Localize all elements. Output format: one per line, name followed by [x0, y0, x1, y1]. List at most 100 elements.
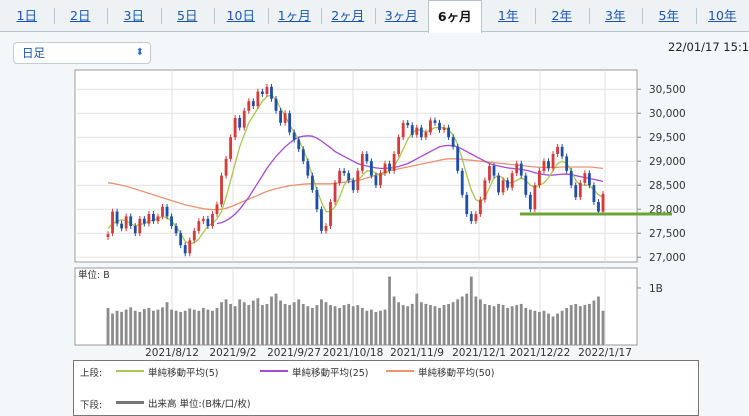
- tab-6ヶ月[interactable]: 6ヶ月: [428, 0, 482, 33]
- candle-body: [419, 127, 423, 138]
- legend-upper-label: 上段:: [80, 368, 103, 379]
- tab-3日[interactable]: 3日: [123, 8, 144, 23]
- tab-1ヶ月[interactable]: 1ヶ月: [277, 8, 311, 23]
- candle-body: [465, 194, 469, 214]
- candle-body: [515, 163, 519, 174]
- volume-bar: [142, 309, 146, 345]
- volume-bar: [578, 306, 582, 345]
- candle-body: [356, 170, 360, 190]
- candle-body: [206, 218, 210, 226]
- candle-body: [142, 218, 146, 224]
- tab-1年[interactable]: 1年: [498, 8, 519, 23]
- candle-body: [392, 154, 396, 171]
- candle-body: [342, 170, 346, 174]
- tab-separator: [588, 8, 590, 24]
- volume-tick-label: 1B: [649, 283, 663, 295]
- tab-3年[interactable]: 3年: [605, 8, 626, 23]
- x-axis-date-label: 2021/9/2: [209, 347, 256, 359]
- volume-bar: [410, 303, 414, 345]
- tab-2ヶ月[interactable]: 2ヶ月: [331, 8, 365, 23]
- candle-body: [270, 86, 273, 99]
- x-axis-date-label: 2022/1/17: [578, 347, 632, 359]
- candle-body: [260, 91, 264, 94]
- candle-body: [488, 166, 491, 181]
- volume-unit-label: 単位: B: [78, 269, 110, 281]
- x-axis-date-label: 2021/12/22: [510, 347, 571, 359]
- volume-bar: [315, 305, 319, 345]
- volume-bar: [556, 313, 559, 345]
- volume-bar: [488, 305, 491, 345]
- candle-body: [483, 180, 487, 200]
- candle-body: [188, 240, 192, 254]
- tab-separator: [535, 8, 536, 24]
- volume-bar: [497, 303, 500, 345]
- tab-2年[interactable]: 2年: [551, 8, 572, 23]
- tab-separator: [374, 8, 376, 24]
- volume-bar: [356, 305, 360, 345]
- volume-bar: [460, 296, 464, 345]
- candle-body: [120, 223, 124, 229]
- volume-bar: [406, 306, 410, 345]
- candle-body: [547, 161, 550, 169]
- legend-item-ma25: 単純移動平均(25): [292, 368, 369, 379]
- candle-body: [406, 122, 410, 126]
- candle-body: [542, 161, 546, 171]
- tab-3ヶ月[interactable]: 3ヶ月: [384, 8, 418, 23]
- x-axis-date-label: 2021/11/9: [390, 347, 444, 359]
- legend-line-ma25: [260, 370, 288, 372]
- candle-body: [519, 163, 523, 176]
- candle-body: [379, 173, 382, 186]
- tab-1日[interactable]: 1日: [16, 8, 37, 23]
- volume-bar: [310, 307, 314, 345]
- candle-body: [242, 110, 246, 128]
- tab-separator: [267, 8, 269, 24]
- volume-bar: [242, 302, 246, 345]
- candle-body: [301, 149, 305, 162]
- volume-bar: [542, 310, 546, 345]
- candle-body: [292, 132, 296, 140]
- candle-body: [460, 170, 464, 195]
- volume-bar: [174, 310, 178, 345]
- volume-bar: [510, 306, 514, 345]
- x-axis-date-label: 2021/10/18: [323, 347, 384, 359]
- tab-5年[interactable]: 5年: [658, 8, 679, 23]
- volume-bar: [247, 305, 251, 345]
- period-select[interactable]: 日足 ⬍: [13, 42, 151, 64]
- tab-5日[interactable]: 5日: [177, 8, 198, 23]
- period-tabs: 1日 2日 3日 5日 10日 1ヶ月 2ヶ月 3ヶ月 6ヶ月 1年 2年 3年 5年 10年: [0, 0, 749, 33]
- volume-bar: [583, 305, 587, 345]
- volume-bar: [465, 293, 469, 345]
- volume-bar: [483, 303, 487, 345]
- legend-line-volume: [116, 401, 144, 404]
- tab-separator: [642, 8, 643, 24]
- candle-body: [497, 175, 500, 193]
- volume-bar: [338, 307, 342, 345]
- volume-bar: [324, 302, 328, 345]
- candle-body: [265, 86, 269, 94]
- tab-2日[interactable]: 2日: [70, 8, 91, 23]
- candle-body: [152, 214, 155, 222]
- volume-bar: [492, 306, 496, 345]
- candle-body: [165, 206, 169, 217]
- candle-body: [197, 221, 201, 231]
- volume-bar: [469, 276, 473, 345]
- candle-body: [474, 214, 478, 222]
- price-tick-label: 28,500: [649, 180, 686, 192]
- candle-body: [347, 173, 351, 181]
- volume-bar: [320, 299, 323, 345]
- tab-10年[interactable]: 10年: [708, 8, 737, 23]
- volume-bar: [456, 299, 460, 345]
- tab-separator: [695, 8, 697, 24]
- volume-bar: [533, 310, 537, 345]
- candle-body: [324, 226, 328, 231]
- candle-body: [469, 214, 473, 222]
- volume-bar: [383, 309, 387, 345]
- tab-separator: [53, 8, 55, 24]
- tab-10日[interactable]: 10日: [226, 8, 255, 23]
- candle-body: [565, 156, 569, 171]
- candle-body: [524, 175, 528, 195]
- candle-body: [533, 185, 537, 210]
- candle-body: [238, 118, 242, 128]
- candle-body: [528, 194, 532, 210]
- volume-bar: [152, 310, 155, 345]
